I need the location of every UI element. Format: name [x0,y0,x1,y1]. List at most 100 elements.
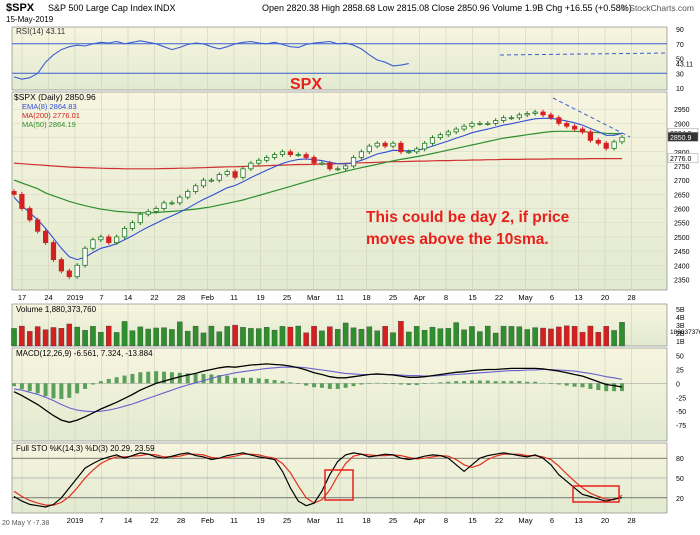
candle-body [508,117,515,120]
volume-y-tick-label: 2B [676,331,685,338]
volume-bar [540,327,546,347]
macd-histogram-bar [414,383,419,386]
candle-body [169,202,175,205]
price-x-tick-label: 20 [601,293,609,302]
macd-histogram-bar [501,381,506,384]
macd-histogram-bar [185,373,190,384]
macd-histogram-bar [130,373,135,384]
candle-body [564,122,570,127]
volume-y-tick-label: 1B [676,339,685,346]
macd-histogram-bar [462,381,467,384]
macd-histogram-bar [177,372,182,384]
footer-x-tick-label: 19 [256,516,264,525]
candle-body [232,171,238,178]
price-x-tick-label: 13 [574,293,582,302]
volume-bar [398,321,404,347]
volume-bar [19,325,25,347]
volume-bar [556,326,562,347]
macd-histogram-bar [422,383,427,384]
candle-body [445,131,451,136]
candle-body [532,111,538,114]
price-x-tick-label: 28 [627,293,635,302]
volume-bar [461,329,467,347]
macd-histogram-bar [201,373,206,384]
macd-histogram-bar [406,383,411,386]
spx-annotation: SPX [290,76,322,93]
grid-lines [12,27,667,513]
volume-bar [469,326,475,347]
macd-histogram-bar [359,383,364,385]
macd-histogram-bar [351,383,356,387]
candle-body [398,142,404,153]
volume-bar [145,328,151,347]
price-y-tick-label: 2550 [674,221,690,228]
volume-bar [587,325,594,347]
volume-bar [548,328,554,347]
stochastic-highlight-may [572,485,620,503]
footer-x-tick-label: May [518,516,532,525]
candle-body [216,174,222,181]
volume-bar [192,325,199,347]
footer-x-tick-label: 25 [389,516,397,525]
macd-histogram-bar [548,383,553,384]
date-label: 15-May-2019 [6,15,54,24]
volume-bar [224,326,230,347]
macd-histogram-bar [296,383,301,384]
macd-histogram-bar [525,381,530,384]
macd-histogram-bar [430,382,435,384]
volume-bar [485,325,491,347]
macd-y-tick-label: 50 [676,354,684,361]
candle-body [524,113,530,116]
candle-body [311,157,317,164]
price-panel-bg [11,91,668,291]
volume-bar [492,332,499,347]
quote-line: Open 2820.38 High 2858.68 Low 2815.08 Cl… [262,3,632,13]
candle-body [429,137,436,144]
candle-body [469,122,475,127]
candle-body [350,157,357,167]
macd-histogram-bar [304,383,309,386]
footer-x-tick-label: 14 [124,516,132,525]
candle-body [58,259,64,272]
macd-histogram-bar [12,383,16,387]
footer-x-tick-label: 13 [574,516,582,525]
price-x-tick-label: Apr [414,293,426,302]
ema8-legend: EMA(8) 2864.83 [22,102,77,111]
macd-histogram-bar [327,383,332,389]
price-x-tick-label: 7 [99,293,103,302]
price-x-tick-label: 28 [177,293,185,302]
candle-body [106,236,112,243]
macd-histogram-bar [604,383,609,392]
macd-histogram-bar [90,383,95,385]
volume-bar [453,322,459,347]
macd-histogram-bar [469,380,474,384]
volume-bar [595,332,602,347]
candle-body [27,208,33,221]
volume-bar [216,331,223,347]
macd-histogram-bar [169,372,174,384]
candle-body [240,168,246,178]
price-y-tick-label: 2900 [674,121,690,128]
macd-histogram-bar [288,382,293,384]
candle-body [374,142,380,147]
candle-body [74,264,80,278]
volume-bar [121,321,128,347]
price-x-tick-label: 25 [283,293,291,302]
macd-histogram-bar [580,383,585,388]
candle-body [540,111,546,116]
price-y-tick-label: 2450 [674,249,690,256]
macd-histogram-bar [51,383,56,399]
macd-histogram-bar [217,375,222,384]
macd-histogram-bar [438,382,443,384]
volume-bar [295,325,302,347]
volume-bar [611,330,617,347]
footer-x-tick-label: 22 [150,516,158,525]
price-right-label-box [667,153,699,163]
volume-bar [208,325,215,347]
candle-body [500,117,507,121]
volume-bar [579,332,586,347]
price-y-tick-label: 2750 [674,164,690,171]
volume-bar [82,330,88,347]
ma50-line [13,130,623,214]
